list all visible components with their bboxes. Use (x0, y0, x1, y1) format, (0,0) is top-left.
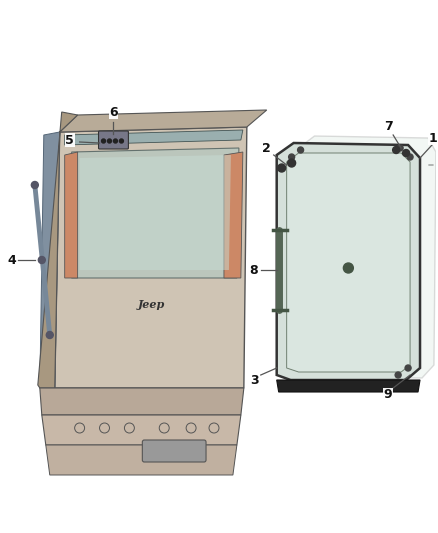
Circle shape (32, 182, 38, 189)
Circle shape (102, 139, 106, 143)
Text: 6: 6 (109, 106, 118, 118)
Polygon shape (277, 380, 420, 392)
Circle shape (392, 147, 399, 154)
Circle shape (46, 332, 53, 338)
Polygon shape (65, 152, 78, 278)
Text: 9: 9 (384, 389, 392, 401)
Circle shape (120, 139, 124, 143)
Polygon shape (80, 155, 231, 270)
Text: 7: 7 (384, 120, 392, 133)
Circle shape (289, 154, 295, 160)
Text: 1: 1 (429, 132, 437, 144)
Polygon shape (40, 388, 244, 415)
Polygon shape (60, 110, 267, 132)
Circle shape (113, 139, 117, 143)
Polygon shape (224, 152, 243, 278)
FancyBboxPatch shape (99, 131, 128, 149)
Circle shape (403, 149, 410, 157)
Polygon shape (65, 130, 243, 145)
Polygon shape (299, 136, 436, 378)
Circle shape (405, 365, 411, 371)
Circle shape (107, 139, 112, 143)
Circle shape (407, 154, 413, 160)
Polygon shape (42, 415, 241, 445)
Text: 3: 3 (251, 374, 259, 386)
Text: 8: 8 (250, 263, 258, 277)
Circle shape (395, 372, 401, 378)
Circle shape (288, 159, 296, 167)
FancyBboxPatch shape (142, 440, 206, 462)
Text: 4: 4 (7, 254, 16, 266)
Text: 5: 5 (65, 133, 74, 147)
Polygon shape (38, 112, 78, 388)
Circle shape (343, 263, 353, 273)
Polygon shape (55, 127, 247, 388)
Polygon shape (277, 143, 420, 380)
Circle shape (38, 256, 45, 263)
Polygon shape (286, 153, 410, 372)
Text: Jeep: Jeep (138, 300, 165, 311)
Polygon shape (40, 132, 60, 388)
Circle shape (297, 147, 304, 153)
Circle shape (278, 164, 286, 172)
Circle shape (397, 145, 403, 151)
Polygon shape (72, 148, 239, 278)
Text: 2: 2 (262, 141, 271, 155)
Polygon shape (46, 445, 237, 475)
